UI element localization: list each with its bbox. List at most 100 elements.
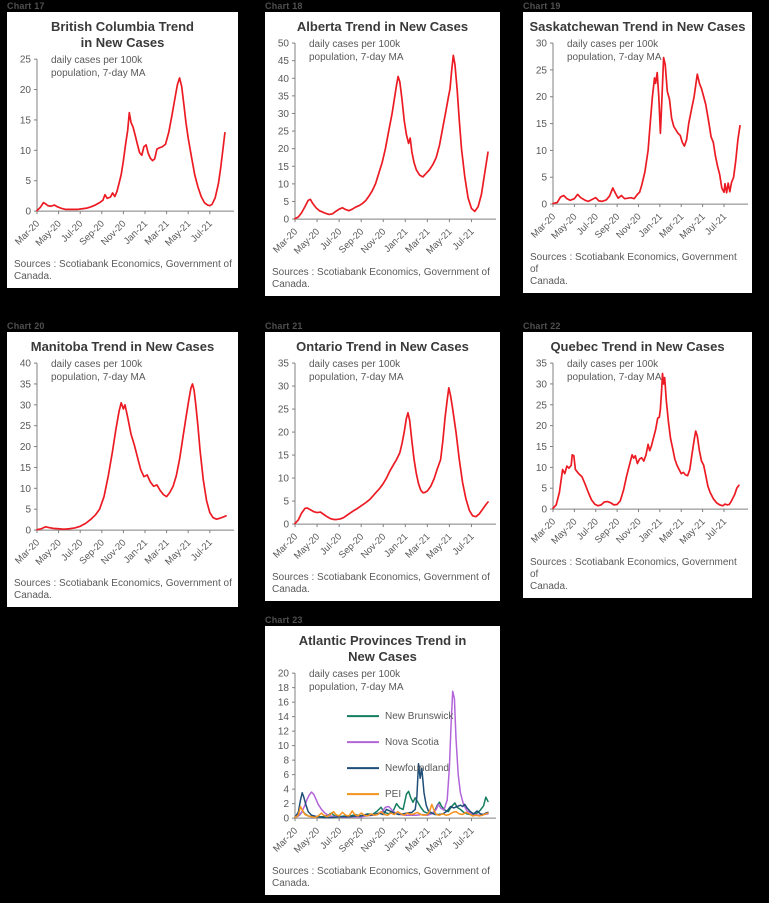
sources-text: Sources : Scotiabank Economics, Governme… (272, 572, 490, 595)
y-tick-label: 10 (536, 463, 548, 474)
x-tick-label: Nov-20 (359, 531, 388, 560)
plot-area: daily cases per 100k population, 7-day M… (265, 667, 500, 864)
chart-panel: Ontario Trend in New Cases daily cases p… (265, 332, 500, 601)
line-chart-svg: 051015202530Mar-20May-20Jul-20Sep-20Nov-… (529, 38, 748, 241)
sources-text: Sources : Scotiabank Economics, Governme… (530, 252, 737, 287)
x-tick-label: Jul-21 (451, 825, 477, 851)
axes (552, 362, 748, 510)
y-tick-label: 4 (283, 784, 289, 795)
y-tick-label: 25 (278, 404, 290, 415)
series-line-ontario (294, 386, 489, 525)
y-tick-label: 0 (25, 525, 31, 536)
y-tick-label: 10 (20, 484, 32, 495)
y-tick-label: 16 (278, 697, 290, 708)
x-tick-label: Jul-21 (451, 531, 477, 557)
legend-label-nova-scotia: Nova Scotia (385, 737, 439, 748)
y-tick-label: 0 (25, 206, 31, 217)
y-tick-label: 5 (25, 505, 31, 516)
y-tick-label: 50 (278, 38, 290, 49)
y-tick-label: 15 (278, 450, 290, 461)
chart-tag: Chart 18 (265, 1, 303, 11)
y-tick-label: 5 (283, 496, 289, 507)
y-tick-label: 0 (283, 214, 289, 225)
y-tick-label: 15 (536, 119, 548, 130)
chart-title: Ontario Trend in New Cases (296, 339, 469, 354)
y-tick-label: 30 (278, 109, 290, 120)
y-tick-label: 30 (278, 381, 290, 392)
y-tick-label: 45 (278, 56, 290, 67)
y-tick-label: 35 (536, 358, 548, 369)
x-tick-label: Nov-20 (359, 226, 388, 255)
y-tick-label: 35 (278, 91, 290, 102)
chart-tag: Chart 21 (265, 321, 303, 331)
y-tick-label: 8 (283, 755, 289, 766)
y-tick-label: 10 (278, 179, 290, 190)
series-line-alberta (294, 54, 489, 220)
y-tick-label: 15 (278, 162, 290, 173)
series-line-british-columbia (36, 76, 226, 212)
line-chart-svg: 02468101214161820Mar-20May-20Jul-20Sep-2… (271, 668, 496, 855)
y-tick-label: 0 (283, 519, 289, 530)
y-tick-label: 14 (278, 712, 290, 723)
y-tick-label: 0 (541, 504, 547, 515)
chart-tag: Chart 20 (7, 321, 45, 331)
chart-block-atlantic-provinces: Chart 23 Atlantic Provinces Trend in New… (265, 615, 500, 895)
y-tick-label: 0 (283, 813, 289, 824)
series-line-newfoundland (294, 762, 489, 818)
y-tick-label: 25 (536, 400, 548, 411)
sources-text: Sources : Scotiabank Economics, Governme… (14, 578, 232, 601)
chart-block-manitoba: Chart 20 Manitoba Trend in New Cases dai… (7, 321, 238, 607)
legend-label-pei: PEI (385, 789, 401, 800)
series-line-manitoba (36, 382, 227, 531)
line-chart-svg: 0510152025303540Mar-20May-20Jul-20Sep-20… (13, 358, 234, 567)
chart-title: Quebec Trend in New Cases (550, 339, 725, 354)
plot-area: daily cases per 100k population, 7-day M… (265, 357, 500, 570)
y-tick-label: 15 (20, 463, 32, 474)
y-tick-label: 30 (536, 379, 548, 390)
y-tick-label: 20 (278, 427, 290, 438)
y-tick-label: 6 (283, 770, 289, 781)
chart-tag: Chart 17 (7, 1, 45, 11)
y-tick-label: 35 (278, 358, 290, 369)
x-tick-label: Jul-21 (703, 516, 729, 542)
chart-block-british-columbia: Chart 17 British Columbia Trend in New C… (7, 1, 238, 288)
y-tick-label: 35 (20, 379, 32, 390)
line-chart-svg: 05101520253035404550Mar-20May-20Jul-20Se… (271, 38, 496, 256)
chart-tag: Chart 22 (523, 321, 561, 331)
y-tick-label: 10 (278, 741, 290, 752)
y-tick-label: 10 (20, 146, 32, 157)
y-tick-label: 0 (541, 199, 547, 210)
y-tick-label: 5 (25, 176, 31, 187)
plot-area: daily cases per 100k population, 7-day M… (265, 37, 500, 265)
chart-title: Atlantic Provinces Trend in New Cases (298, 633, 467, 664)
y-tick-label: 20 (278, 668, 290, 679)
y-tick-label: 15 (20, 115, 32, 126)
plot-area: daily cases per 100k population, 7-day M… (7, 357, 238, 576)
x-tick-label: Jul-21 (451, 226, 477, 252)
y-tick-label: 30 (20, 400, 32, 411)
y-tick-label: 15 (536, 442, 548, 453)
sources-text: Sources : Scotiabank Economics, Governme… (272, 267, 490, 290)
y-tick-label: 40 (278, 74, 290, 85)
y-tick-label: 10 (278, 473, 290, 484)
x-tick-label: Jul-21 (189, 537, 215, 563)
y-tick-label: 25 (536, 65, 548, 76)
y-tick-label: 20 (20, 85, 32, 96)
legend-label-new-brunswick: New Brunswick (385, 711, 454, 722)
x-tick-label: Nov-20 (359, 825, 388, 854)
chart-title: British Columbia Trend in New Cases (50, 19, 194, 50)
y-tick-label: 5 (541, 484, 547, 495)
y-tick-label: 20 (20, 442, 32, 453)
chart-block-alberta: Chart 18 Alberta Trend in New Cases dail… (265, 1, 500, 296)
chart-panel: Atlantic Provinces Trend in New Cases da… (265, 626, 500, 895)
chart-block-ontario: Chart 21 Ontario Trend in New Cases dail… (265, 321, 500, 601)
line-chart-svg: 0510152025Mar-20May-20Jul-20Sep-20Nov-20… (13, 54, 234, 248)
sources-text: Sources : Scotiabank Economics, Governme… (530, 557, 737, 592)
axes (294, 42, 496, 220)
y-tick-label: 20 (536, 92, 548, 103)
y-tick-label: 25 (278, 126, 290, 137)
line-chart-svg: 05101520253035Mar-20May-20Jul-20Sep-20No… (271, 358, 496, 561)
plot-area: daily cases per 100k population, 7-day M… (523, 37, 752, 250)
y-tick-label: 20 (278, 144, 290, 155)
